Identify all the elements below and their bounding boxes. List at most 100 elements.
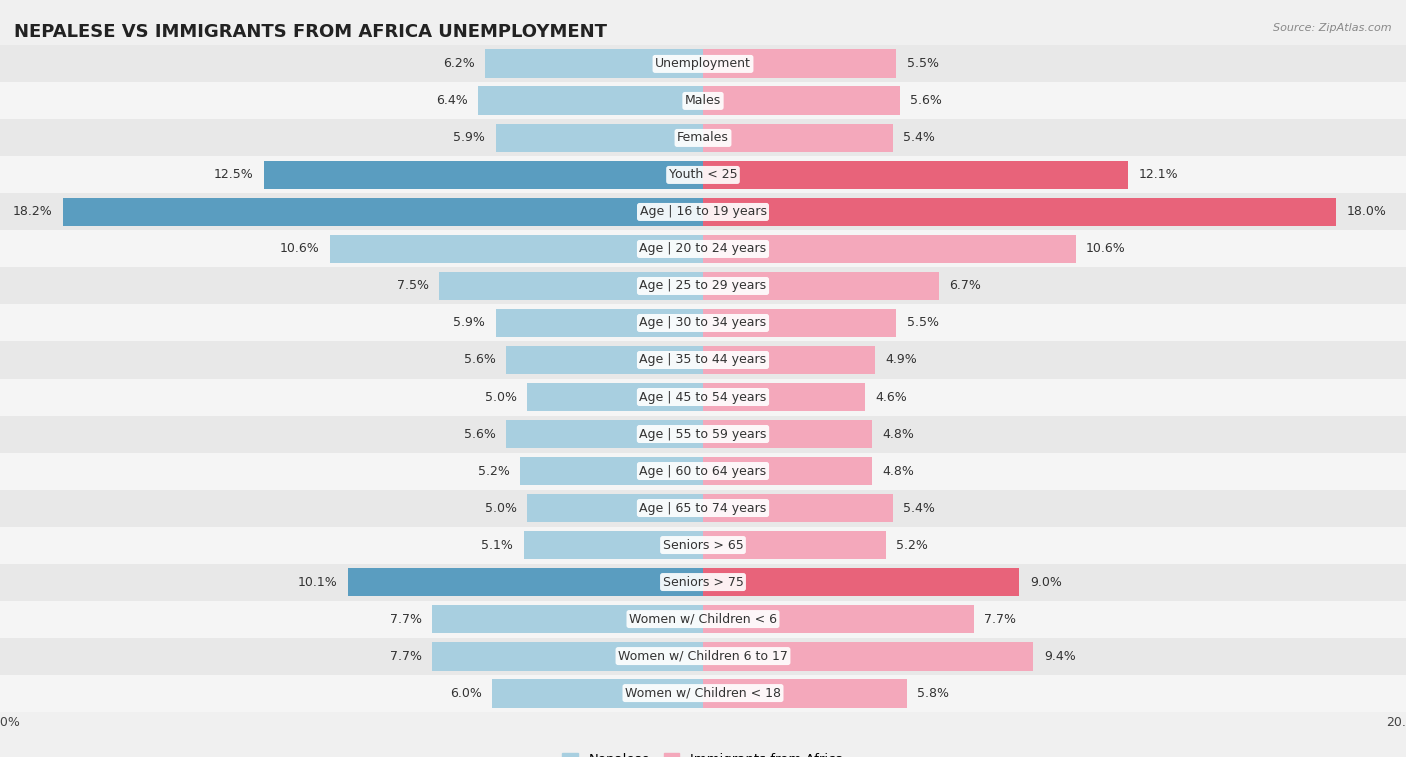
Text: 5.9%: 5.9%	[453, 132, 485, 145]
Bar	[485, 49, 703, 79]
Bar	[0, 45, 1406, 83]
Text: Age | 16 to 19 years: Age | 16 to 19 years	[640, 205, 766, 219]
Text: 6.0%: 6.0%	[450, 687, 481, 699]
Bar	[524, 531, 703, 559]
Bar	[0, 527, 1406, 563]
Text: 4.8%: 4.8%	[883, 465, 914, 478]
Text: 6.2%: 6.2%	[443, 58, 475, 70]
Text: Females: Females	[678, 132, 728, 145]
Text: 5.9%: 5.9%	[453, 316, 485, 329]
Text: 5.1%: 5.1%	[481, 538, 513, 552]
Text: 5.0%: 5.0%	[485, 502, 517, 515]
Bar	[0, 637, 1406, 674]
Text: 9.4%: 9.4%	[1043, 650, 1076, 662]
Bar	[703, 123, 893, 152]
Text: Age | 60 to 64 years: Age | 60 to 64 years	[640, 465, 766, 478]
Text: 4.8%: 4.8%	[883, 428, 914, 441]
Bar	[0, 563, 1406, 600]
Text: Women w/ Children < 6: Women w/ Children < 6	[628, 612, 778, 625]
Text: Age | 25 to 29 years: Age | 25 to 29 years	[640, 279, 766, 292]
Text: 5.5%: 5.5%	[907, 58, 939, 70]
Bar	[433, 642, 703, 671]
Text: 5.6%: 5.6%	[911, 95, 942, 107]
Text: Age | 45 to 54 years: Age | 45 to 54 years	[640, 391, 766, 403]
Bar	[703, 235, 1076, 263]
Text: 5.2%: 5.2%	[478, 465, 510, 478]
Text: 18.0%: 18.0%	[1347, 205, 1386, 219]
Text: 12.5%: 12.5%	[214, 169, 253, 182]
Text: Youth < 25: Youth < 25	[669, 169, 737, 182]
Bar	[527, 494, 703, 522]
Bar	[0, 267, 1406, 304]
Bar	[0, 83, 1406, 120]
Bar	[0, 120, 1406, 157]
Bar	[506, 419, 703, 448]
Text: 7.5%: 7.5%	[396, 279, 429, 292]
Bar	[703, 678, 907, 708]
Bar	[496, 309, 703, 338]
Text: 10.6%: 10.6%	[280, 242, 321, 255]
Bar	[0, 304, 1406, 341]
Bar	[703, 309, 897, 338]
Text: 18.2%: 18.2%	[13, 205, 53, 219]
Text: 4.9%: 4.9%	[886, 354, 918, 366]
Bar	[0, 194, 1406, 230]
Text: Unemployment: Unemployment	[655, 58, 751, 70]
Bar	[0, 490, 1406, 527]
Text: Source: ZipAtlas.com: Source: ZipAtlas.com	[1274, 23, 1392, 33]
Text: 7.7%: 7.7%	[389, 612, 422, 625]
Bar	[0, 600, 1406, 637]
Text: Age | 30 to 34 years: Age | 30 to 34 years	[640, 316, 766, 329]
Bar	[496, 123, 703, 152]
Text: Males: Males	[685, 95, 721, 107]
Text: 5.0%: 5.0%	[485, 391, 517, 403]
Bar	[703, 568, 1019, 597]
Bar	[703, 49, 897, 79]
Bar	[0, 157, 1406, 194]
Text: 5.6%: 5.6%	[464, 354, 496, 366]
Text: 7.7%: 7.7%	[389, 650, 422, 662]
Bar	[703, 272, 939, 301]
Text: Age | 55 to 59 years: Age | 55 to 59 years	[640, 428, 766, 441]
Bar	[703, 642, 1033, 671]
Bar	[520, 456, 703, 485]
Bar	[478, 86, 703, 115]
Bar	[0, 416, 1406, 453]
Text: Age | 20 to 24 years: Age | 20 to 24 years	[640, 242, 766, 255]
Bar	[264, 160, 703, 189]
Bar	[703, 494, 893, 522]
Bar	[703, 160, 1129, 189]
Text: 4.6%: 4.6%	[875, 391, 907, 403]
Text: 5.4%: 5.4%	[904, 502, 935, 515]
Bar	[330, 235, 703, 263]
Bar	[703, 456, 872, 485]
Text: 9.0%: 9.0%	[1029, 575, 1062, 588]
Bar	[703, 531, 886, 559]
Bar	[703, 382, 865, 412]
Bar	[703, 605, 973, 634]
Text: 5.8%: 5.8%	[917, 687, 949, 699]
Legend: Nepalese, Immigrants from Africa: Nepalese, Immigrants from Africa	[557, 748, 849, 757]
Bar	[703, 419, 872, 448]
Text: 5.2%: 5.2%	[897, 538, 928, 552]
Bar	[349, 568, 703, 597]
Bar	[0, 674, 1406, 712]
Bar	[0, 341, 1406, 378]
Text: 5.4%: 5.4%	[904, 132, 935, 145]
Bar	[0, 453, 1406, 490]
Text: 7.7%: 7.7%	[984, 612, 1017, 625]
Text: Women w/ Children < 18: Women w/ Children < 18	[626, 687, 780, 699]
Bar	[703, 86, 900, 115]
Bar	[506, 345, 703, 375]
Text: 5.5%: 5.5%	[907, 316, 939, 329]
Text: 10.1%: 10.1%	[298, 575, 337, 588]
Bar	[63, 198, 703, 226]
Text: Seniors > 65: Seniors > 65	[662, 538, 744, 552]
Bar	[703, 345, 875, 375]
Bar	[0, 230, 1406, 267]
Text: Age | 65 to 74 years: Age | 65 to 74 years	[640, 502, 766, 515]
Text: 6.7%: 6.7%	[949, 279, 981, 292]
Bar	[492, 678, 703, 708]
Text: Seniors > 75: Seniors > 75	[662, 575, 744, 588]
Bar	[439, 272, 703, 301]
